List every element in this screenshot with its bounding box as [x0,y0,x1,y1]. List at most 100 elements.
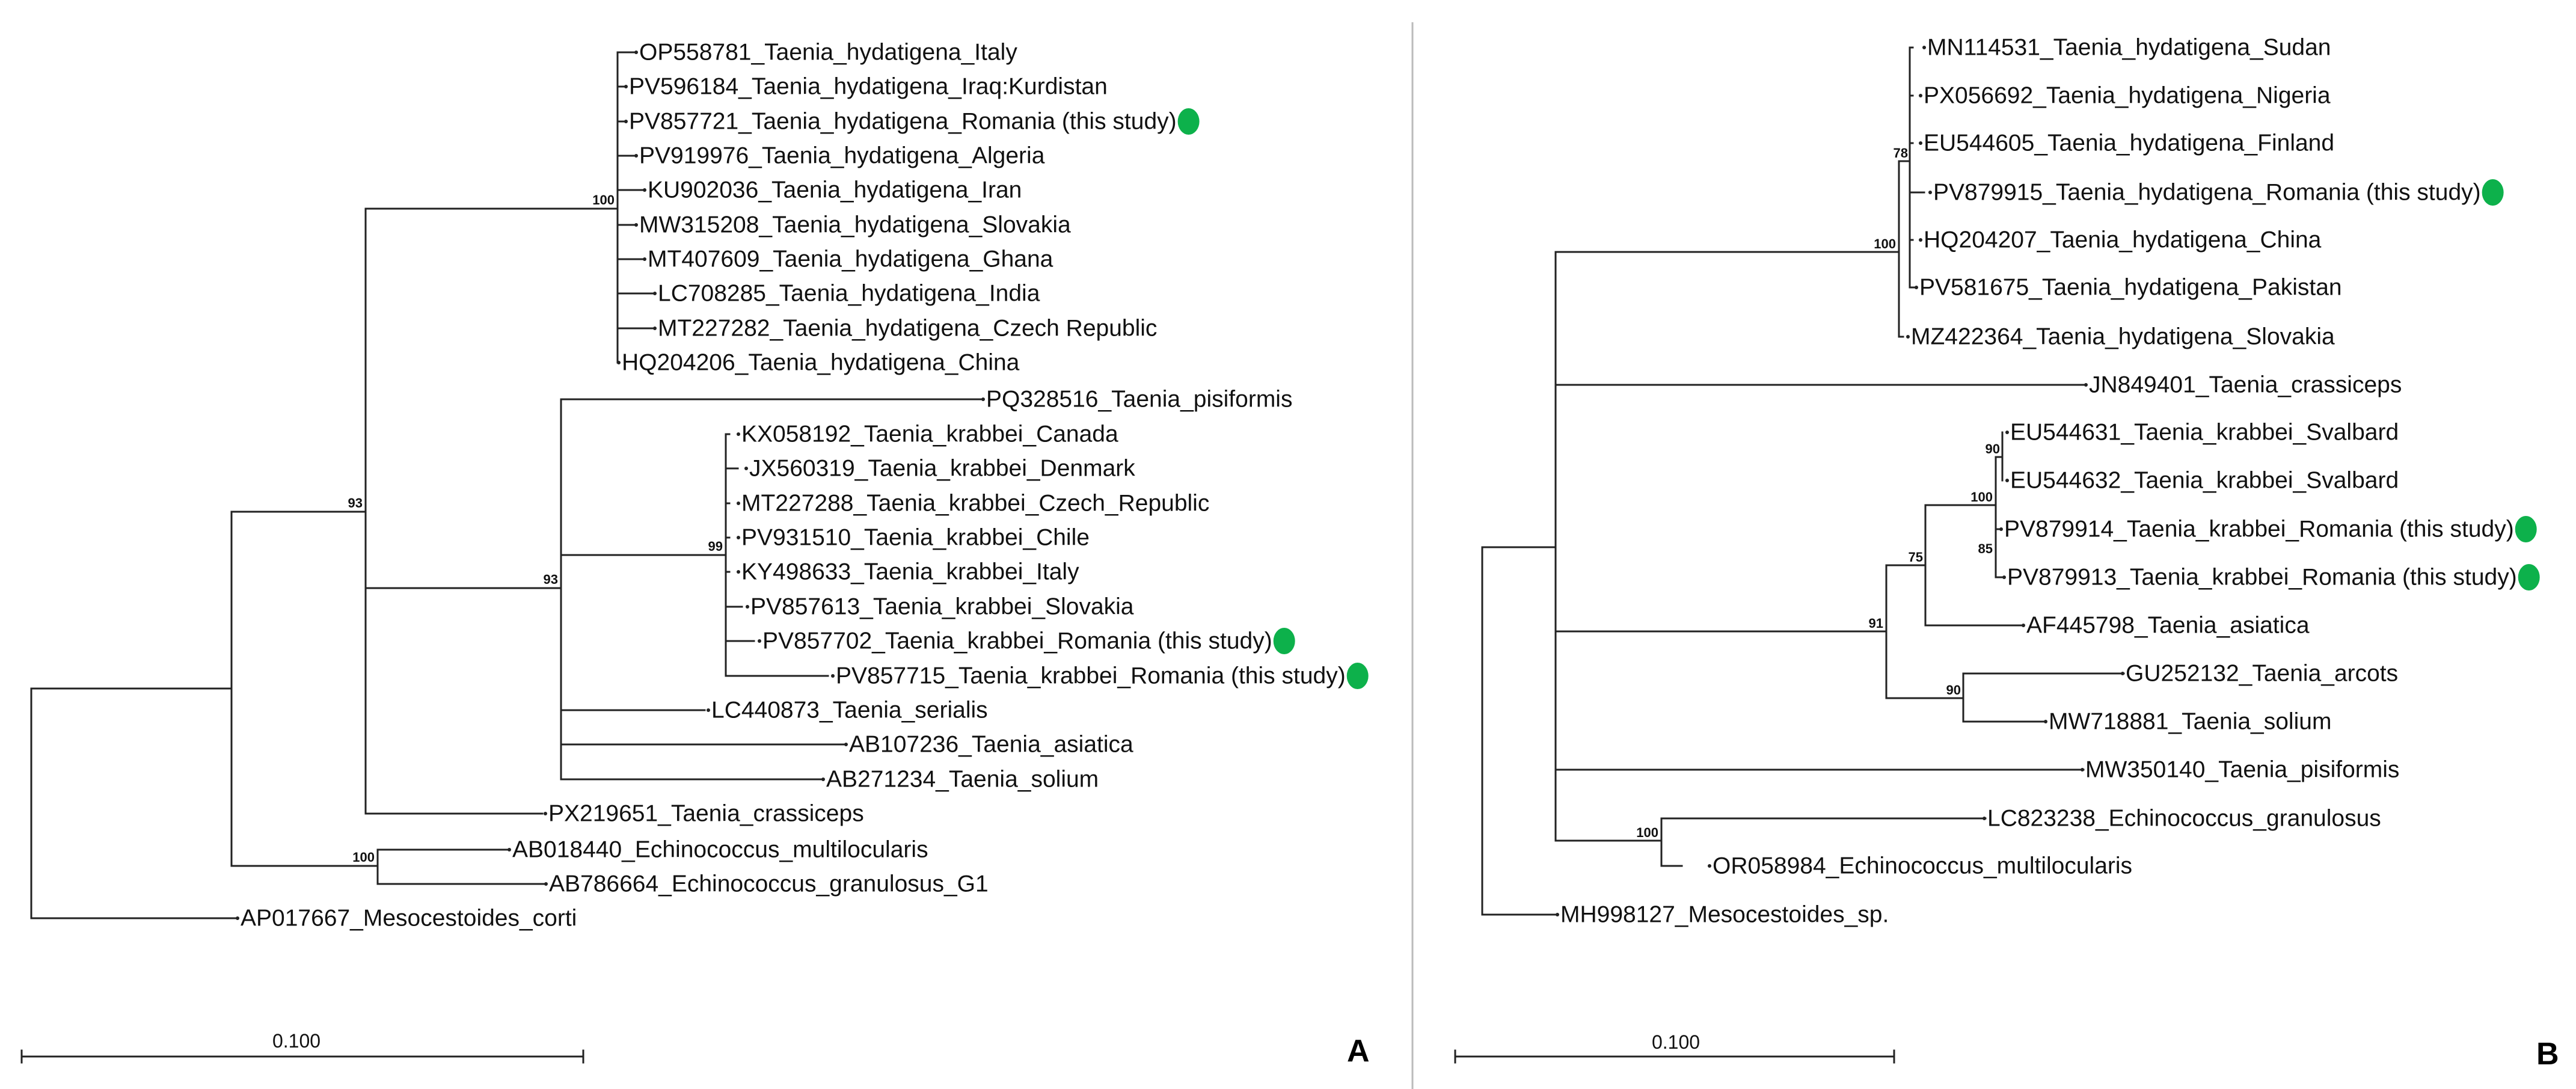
bootstrap-value: 75 [1909,550,1923,565]
bootstrap-value: 93 [348,495,363,511]
tree-branches [30,51,982,919]
bootstrap-value: 100 [592,192,615,207]
this-study-marker-icon [1273,628,1295,654]
taxon-label: PV879913_Taenia_krabbei_Romania (this st… [2007,565,2517,591]
taxon-label: MW315208_Taenia_hydatigena_Slovakia [639,212,1071,238]
panel-letter: B [2536,1037,2559,1072]
taxon-label: LC440873_Taenia_serialis [711,698,988,723]
leaf-tip-dot [2044,720,2047,723]
leaf-tip-dot [1708,864,1711,868]
taxon-label: HQ204207_Taenia_hydatigena_China [1924,227,2322,253]
taxon-label: AB018440_Echinococcus_multilocularis [512,837,928,863]
leaf-tip-dot [624,120,628,123]
taxon-label: PV581675_Taenia_hydatigena_Pakistan [1919,275,2342,301]
leaf-tip-dot [737,432,740,436]
taxon-label: PV919976_Taenia_hydatigena_Algeria [639,143,1045,169]
leaf-tip-dot [1999,527,2003,531]
leaf-tip-dot [2121,672,2124,675]
bootstrap-value: 90 [1946,683,1961,698]
taxon-label: LC708285_Taenia_hydatigena_India [658,281,1040,307]
bootstrap-value: 85 [1978,541,1993,556]
taxon-label: EU544632_Taenia_krabbei_Svalbard [2010,468,2399,494]
bootstrap-value: 78 [1894,146,1908,161]
leaf-tip-dot [1922,46,1926,49]
leaf-tip-dot [624,85,628,88]
taxon-label: KX058192_Taenia_krabbei_Canada [741,422,1118,447]
taxon-label: AB786664_Echinococcus_granulosus_G1 [549,871,989,897]
taxon-label: LC823238_Echinococcus_granulosus [1987,806,2381,832]
bootstrap-value: 100 [1970,489,1993,505]
leaf-tip-dot [617,361,621,364]
leaf-tip-dot [1915,286,1918,289]
leaf-tip-dot [1919,238,1922,242]
taxon-label: PV879915_Taenia_hydatigena_Romania (this… [1933,180,2481,206]
taxon-label: OR058984_Echinococcus_multilocularis [1713,853,2132,879]
taxon-label: KY498633_Taenia_krabbei_Italy [741,559,1079,585]
leaf-tip-dot [1919,141,1922,145]
leaf-tip-dot [634,154,638,158]
taxon-label: PV857702_Taenia_krabbei_Romania (this st… [762,628,1272,654]
this-study-marker-icon [1346,663,1369,689]
taxon-label: MZ422364_Taenia_hydatigena_Slovakia [1911,324,2335,350]
this-study-marker-icon [1177,108,1200,135]
leaf-tip-dot [1919,94,1922,97]
taxon-label: PV931510_Taenia_krabbei_Chile [741,525,1090,551]
scale-bar-label: 0.100 [1652,1031,1700,1053]
leaf-tip-dot [737,502,740,505]
taxon-label: EU544605_Taenia_hydatigena_Finland [1924,130,2334,156]
bootstrap-value: 90 [1986,441,2000,456]
taxon-label: JN849401_Taenia_crassiceps [2089,372,2402,398]
taxon-label: AF445798_Taenia_asiatica [2026,613,2310,639]
leaf-tip-dot [643,188,646,192]
leaf-tip-dot [544,812,547,815]
leaf-tip-dot [653,327,657,330]
taxon-label: PV857721_Taenia_hydatigena_Romania (this… [629,109,1177,135]
leaf-tip-dot [831,674,835,678]
leaf-tip-dot [2005,479,2009,482]
leaf-tip-dot [821,778,825,781]
taxon-label: MT227288_Taenia_krabbei_Czech_Republic [741,491,1209,517]
tree-panel-b: 78 100 90 100 85 75 91 90 100 MN114531_Taenia_hyd… [1454,35,2559,1072]
leaf-tip-dot [737,570,740,574]
leaf-tip-dot [1556,913,1559,916]
taxon-label: PX056692_Taenia_hydatigena_Nigeria [1924,83,2331,109]
leaf-tip-dot [643,257,646,261]
leaf-tip-dot [707,708,710,712]
scale-bar: 0.100 [20,1030,584,1064]
this-study-marker-icon [2515,516,2537,542]
taxon-label: PQ328516_Taenia_pisiformis [986,387,1292,413]
bootstrap-value: 93 [544,572,558,587]
leaf-tip-dot [2005,431,2009,434]
bootstrap-value: 100 [352,850,375,865]
leaf-tip-dot [634,223,638,227]
taxon-label: MH998127_Mesocestoides_sp. [1560,902,1889,928]
taxon-label: MT227282_Taenia_hydatigena_Czech Republi… [658,316,1157,342]
tree-panel-a: 100 93 93 99 100 OP558781_Taenia_hydatigena_I… [20,40,1370,1069]
leaf-tip-dot [634,51,638,54]
taxon-label: JX560319_Taenia_krabbei_Denmark [749,456,1135,482]
taxon-label: PX219651_Taenia_crassiceps [548,801,864,827]
bootstrap-value: 91 [1869,616,1883,631]
tree-branches [1481,46,2125,916]
taxon-label: MN114531_Taenia_hydatigena_Sudan [1927,35,2331,61]
taxon-label: MW350140_Taenia_pisiformis [2085,757,2399,783]
leaf-tip-dot [2002,575,2006,579]
taxon-label: EU544631_Taenia_krabbei_Svalbard [2010,420,2399,446]
taxon-label: GU252132_Taenia_arcots [2126,661,2398,687]
leaf-tip-dot [2022,624,2025,627]
leaf-tip-dot [2081,768,2084,772]
bootstrap-value: 99 [708,539,723,554]
taxon-label: PV857715_Taenia_krabbei_Romania (this st… [836,663,1346,689]
panel-letter: A [1347,1034,1370,1069]
taxon-label: KU902036_Taenia_hydatigena_Iran [648,177,1022,203]
leaf-tip-dot [1906,335,1910,339]
taxon-label: PV857613_Taenia_krabbei_Slovakia [750,594,1134,620]
leaf-tip-dot [1983,817,1986,820]
leaf-tip-dot [653,292,657,295]
taxon-label: MT407609_Taenia_hydatigena_Ghana [648,247,1053,272]
taxon-label: AB107236_Taenia_asiatica [849,732,1133,758]
taxon-label: MW718881_Taenia_solium [2049,709,2331,735]
bootstrap-value: 100 [1874,236,1896,251]
this-study-marker-icon [2518,564,2540,591]
